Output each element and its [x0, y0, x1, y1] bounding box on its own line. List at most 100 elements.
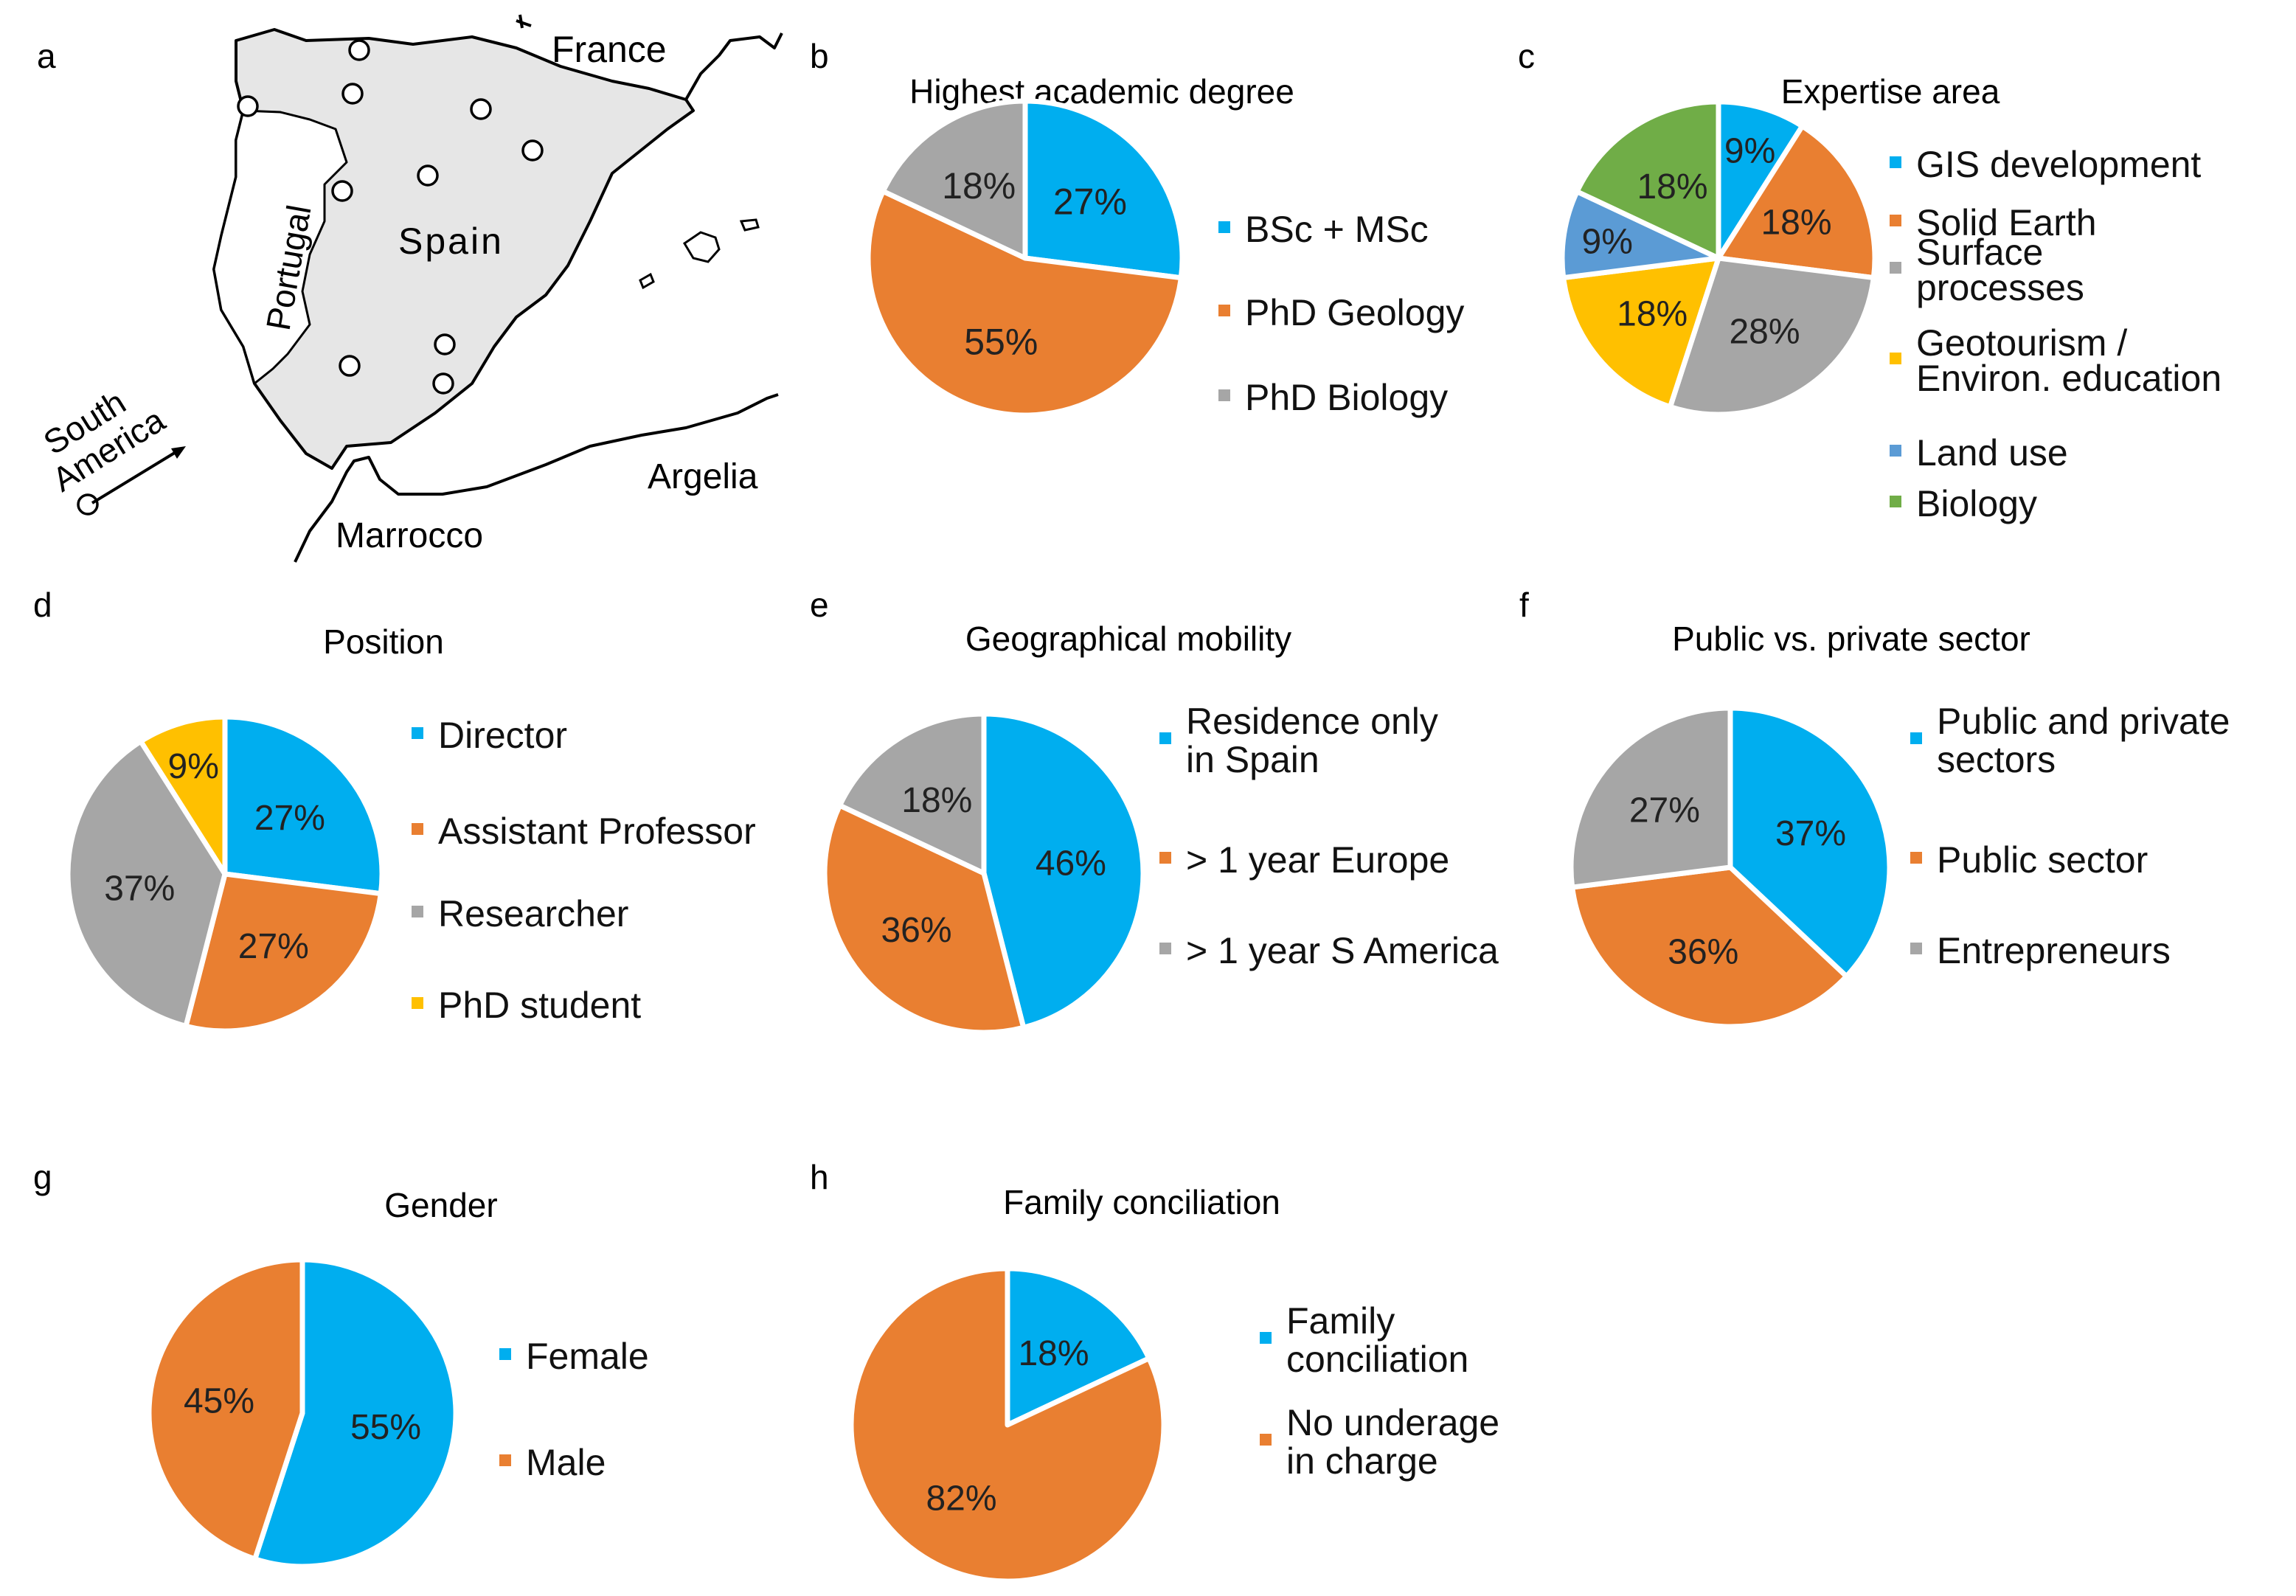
legend-swatch [1910, 852, 1922, 864]
pie-slice [146, 1257, 305, 1562]
legend-label: Public sector [1937, 839, 2148, 881]
legend-label: Family [1286, 1300, 1395, 1342]
location-marker [470, 98, 492, 120]
legend-label: processes [1916, 267, 2084, 308]
legend-label: Solid Earth [1916, 202, 2097, 243]
legend-swatch [1260, 1332, 1272, 1344]
legend-label: PhD student [438, 985, 641, 1026]
legend-label: GIS development [1916, 144, 2201, 185]
legend-swatch [1890, 445, 1901, 457]
label-spain: Spain [398, 221, 504, 262]
legend-swatch [1218, 305, 1230, 316]
chart-g: g Gender 55% Female 45% Male [33, 1158, 649, 1569]
chart-title: Position [323, 622, 444, 661]
pie-slice [1568, 705, 1733, 890]
location-marker [331, 180, 353, 202]
france-coast-north [518, 14, 524, 29]
legend-label: No underage [1286, 1402, 1499, 1443]
legend-label: Researcher [438, 893, 628, 934]
location-marker [237, 95, 259, 117]
panel-letter-e: e [810, 586, 829, 624]
panel-letter-a: a [37, 37, 56, 75]
pie-slice [1716, 99, 1806, 261]
legend-label: BSc + MSc [1245, 209, 1429, 250]
legend-label: > 1 year Europe [1186, 839, 1449, 881]
legend-swatch [1910, 943, 1922, 954]
pie-slice [1667, 255, 1876, 417]
legend-label: in Spain [1186, 739, 1319, 780]
legend-label: Male [526, 1442, 606, 1483]
legend-swatch [1260, 1434, 1272, 1446]
legend-swatch [1910, 732, 1922, 744]
pie-slice [1716, 123, 1878, 281]
legend-swatch [412, 997, 423, 1009]
legend-label: Director [438, 715, 567, 756]
legend-label: Environ. education [1916, 358, 2222, 399]
slice-value-label: 18% [1761, 204, 1831, 243]
panel-letter-b: b [810, 37, 829, 75]
location-marker [339, 355, 361, 377]
slice-value-label: 55% [964, 322, 1038, 363]
panel-letter-d: d [33, 586, 52, 624]
pie-slice [183, 871, 384, 1034]
slice-value-label: 9% [168, 747, 219, 786]
slice-value-label: 18% [942, 165, 1016, 207]
legend-label: Public and private [1937, 701, 2230, 742]
pie-slice [1574, 99, 1721, 261]
legend-label: Land use [1916, 432, 2068, 473]
legend-swatch [412, 906, 423, 917]
legend-swatch [499, 1348, 511, 1360]
panel-letter-f: f [1519, 586, 1529, 624]
survey-locations [77, 39, 544, 516]
chart-title: Public vs. private sector [1672, 620, 2030, 658]
panel-letter-c: c [1518, 37, 1535, 75]
legend-label: Female [526, 1336, 649, 1377]
legend-swatch [1159, 732, 1171, 744]
pie-slice [138, 714, 228, 877]
location-marker [341, 83, 364, 105]
chart-h: h Family conciliation 18% Familyconciliatio… [810, 1158, 1499, 1584]
legend-swatch [1890, 156, 1901, 168]
legend-swatch [1159, 852, 1171, 864]
legend-swatch [1890, 353, 1901, 364]
legend-label: conciliation [1286, 1339, 1468, 1380]
slice-value-label: 18% [1637, 167, 1707, 207]
legend-label: sectors [1937, 739, 2056, 780]
legend-swatch [412, 727, 423, 739]
legend-label: PhD Geology [1245, 292, 1464, 333]
pie-slice [880, 98, 1028, 261]
location-marker [434, 333, 456, 355]
pie-charts: b Highest academic degree 27% BSc + MSc 55% P… [33, 37, 2230, 1584]
south-america-arrow [91, 450, 178, 504]
location-marker [521, 139, 544, 162]
pie-slice [1561, 255, 1721, 410]
pie-slice [1570, 864, 1849, 1030]
slice-value-label: 37% [1775, 814, 1846, 853]
legend-swatch [1159, 943, 1171, 954]
slice-value-label: 9% [1582, 222, 1633, 261]
legend-swatch [1890, 215, 1901, 226]
pie-slice [865, 188, 1184, 418]
chart-b: b Highest academic degree 27% BSc + MSc 55% P… [810, 37, 1464, 418]
map-panel: a France [37, 14, 783, 563]
slice-value-label: 27% [1629, 791, 1700, 830]
chart-title: Gender [384, 1186, 497, 1224]
legend-swatch [1218, 221, 1230, 233]
legend-swatch [1890, 262, 1901, 274]
pie-slice [1727, 705, 1893, 979]
pie-slice [848, 1266, 1167, 1584]
slice-value-label: 18% [1617, 295, 1688, 334]
pie-slice [1559, 189, 1721, 281]
pie-slice [222, 714, 385, 897]
slice-value-label: 36% [881, 911, 951, 950]
legend-label: Residence only [1186, 701, 1438, 742]
chart-title: Expertise area [1781, 72, 2000, 111]
pie-slice [252, 1257, 459, 1569]
label-argelia: Argelia [648, 457, 758, 496]
legend-swatch [412, 823, 423, 835]
location-marker [417, 164, 439, 187]
slice-value-label: 28% [1729, 313, 1800, 352]
legend-swatch [1890, 496, 1901, 507]
slice-value-label: 45% [184, 1381, 254, 1420]
